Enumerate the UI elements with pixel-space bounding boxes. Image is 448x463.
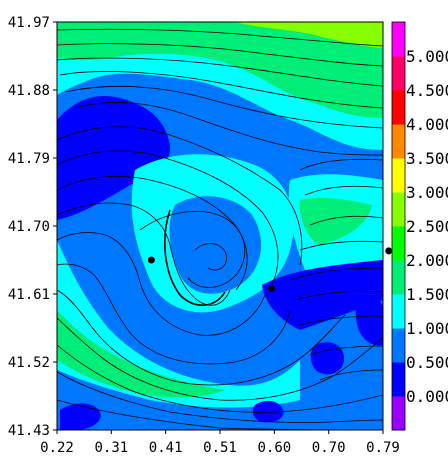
- speed-region-right-green: [299, 197, 372, 245]
- colorbar-swatch: [392, 226, 405, 261]
- colorbar-label: 3.000: [406, 183, 448, 202]
- x-tick-label: 0.41: [149, 440, 183, 456]
- colorbar-label: 2.500: [406, 217, 448, 236]
- speed-region-top-lightgreen: [235, 22, 383, 48]
- colorbar-swatch: [392, 328, 405, 363]
- y-tick-label: 41.61: [8, 287, 50, 303]
- streamlines: [57, 28, 383, 430]
- colorbar-label: 0.500: [406, 353, 448, 372]
- speed-region-top-green: [57, 22, 383, 118]
- colorbar-swatch: [392, 124, 405, 159]
- colorbar-swatch: [392, 22, 405, 57]
- speed-patch-right-edge: [355, 297, 383, 346]
- loop-streamline: [164, 209, 226, 306]
- colorbar-label: 1.000: [406, 319, 448, 338]
- y-tick-label: 41.97: [8, 15, 50, 31]
- colorbar-frame: [391, 21, 406, 431]
- colorbar-label: 0.000: [406, 387, 448, 406]
- speed-region-lower-left-green: [57, 310, 225, 398]
- y-tick-label: 41.79: [8, 151, 50, 167]
- colorbar-swatch: [392, 192, 405, 227]
- colorbar-label: 1.500: [406, 285, 448, 304]
- x-tick-label: 0.70: [312, 440, 346, 456]
- speed-patch-bottom-mid: [252, 400, 284, 423]
- colorbar-swatch: [392, 362, 405, 397]
- marked-point: [267, 285, 275, 293]
- x-tick-label: 0.31: [94, 440, 128, 456]
- colorbar-label: 3.500: [406, 149, 448, 168]
- colorbar-swatch: [392, 260, 405, 295]
- speed-region-right-blue: [262, 260, 383, 330]
- x-axis: 0.22 0.31 0.41 0.51 0.60 0.70 0.79: [40, 430, 400, 456]
- speed-patch-bottom-left: [60, 403, 101, 430]
- y-tick-label: 41.88: [8, 83, 50, 99]
- colorbar: 0.000 0.500 1.000 1.500 2.000 2.500 3.000 3.500…: [391, 21, 448, 431]
- colorbar-swatch: [392, 56, 405, 91]
- colorbar-swatch: [392, 158, 405, 193]
- y-tick-label: 41.70: [8, 219, 50, 235]
- x-tick-label: 0.51: [203, 440, 237, 456]
- colorbar-swatch: [392, 396, 405, 431]
- y-axis: 41.97 41.88 41.79 41.70 41.61 41.52 41.43: [8, 15, 57, 439]
- colorbar-label: 2.000: [406, 251, 448, 270]
- speed-region-left-blue: [57, 96, 171, 220]
- colorbar-label: 5.000: [406, 47, 448, 66]
- colorbar-label: 4.500: [406, 81, 448, 100]
- x-tick-label: 0.79: [366, 440, 400, 456]
- plot-area: [57, 22, 383, 430]
- x-tick-label: 0.60: [257, 440, 291, 456]
- marked-points: [147, 247, 393, 293]
- colorbar-swatch: [392, 294, 405, 329]
- x-tick-label: 0.22: [40, 440, 74, 456]
- y-tick-label: 41.43: [8, 423, 50, 439]
- colorbar-label: 4.000: [406, 115, 448, 134]
- marked-point: [385, 247, 393, 255]
- colorbar-swatch: [392, 90, 405, 125]
- speed-patch-bottom-right: [310, 342, 345, 375]
- speed-region-center-blue: [169, 196, 262, 294]
- y-tick-label: 41.52: [8, 355, 50, 371]
- marked-point: [147, 256, 155, 264]
